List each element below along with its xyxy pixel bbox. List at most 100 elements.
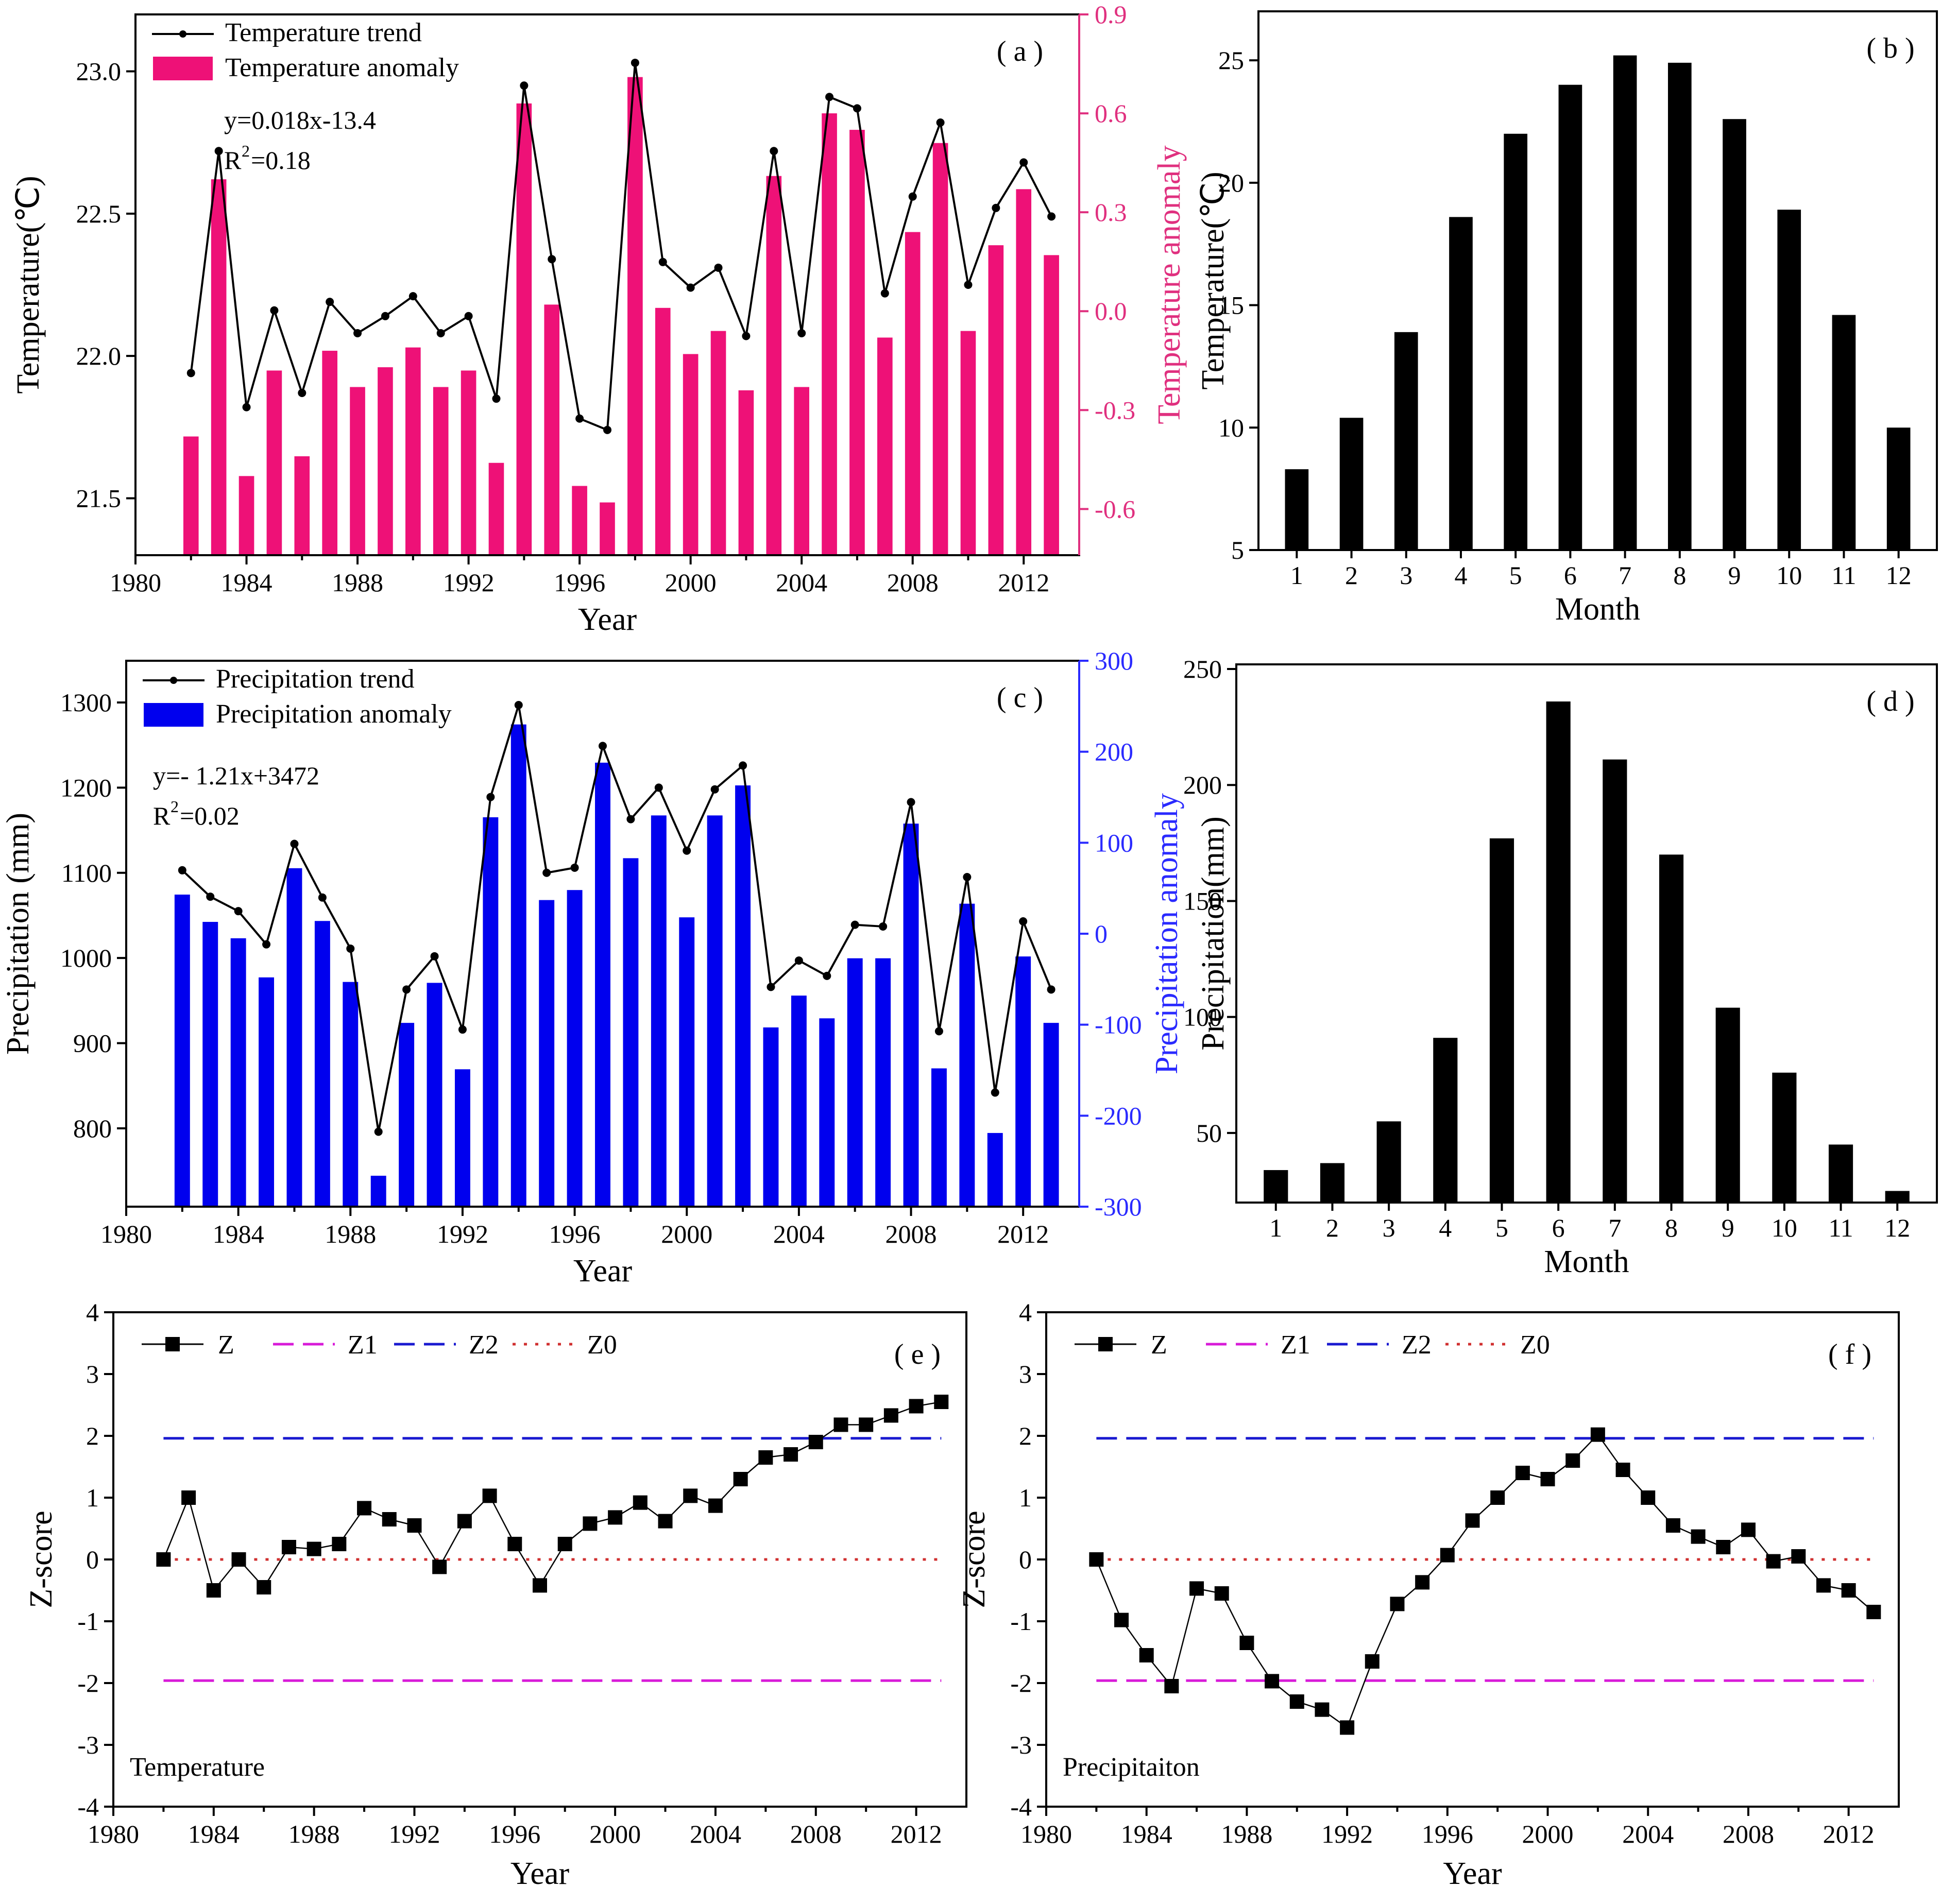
anomaly-bar <box>483 817 499 1207</box>
anomaly-bar <box>314 921 330 1207</box>
trend-point <box>270 306 279 315</box>
month-bar <box>1772 1072 1797 1203</box>
anomaly-bar <box>294 456 310 555</box>
anomaly-bar <box>931 1068 947 1207</box>
x-tick-label: 11 <box>1831 561 1856 590</box>
anomaly-bar <box>567 890 583 1207</box>
y-right-tick-label: 0.0 <box>1095 297 1127 325</box>
trend-point <box>436 329 445 337</box>
z-point <box>1716 1540 1731 1554</box>
y-right-tick-label: -0.6 <box>1095 494 1135 523</box>
z-point <box>784 1447 798 1462</box>
x-tick-label: 1996 <box>489 1820 540 1848</box>
x-tick-label: 2000 <box>661 1220 712 1248</box>
z-point <box>1565 1453 1580 1468</box>
panel-c: 1980 1984 1988 1992 1996 2000 2004 2008 20128009… <box>1 646 1184 1289</box>
z-point <box>1866 1605 1881 1619</box>
trend-point <box>991 1088 999 1097</box>
y-tick-label: -3 <box>1010 1730 1032 1759</box>
panel-e: 1980 1984 1988 1992 1996 2000 2004 2008 2012 -4 -3… <box>24 1298 967 1891</box>
trend-point <box>686 283 695 292</box>
trend-point <box>739 761 747 770</box>
y-tick-label: 0 <box>1019 1545 1032 1574</box>
y-tick-label: -4 <box>1010 1792 1032 1821</box>
z-point <box>1114 1613 1129 1627</box>
z-point <box>1615 1463 1630 1477</box>
z-point <box>1265 1674 1280 1689</box>
trend-point <box>879 922 888 931</box>
z-point <box>482 1488 497 1503</box>
y-tick-label: 1100 <box>61 859 112 887</box>
anomaly-bar <box>679 917 695 1207</box>
x-tick-label: 2004 <box>1622 1820 1674 1848</box>
y-tick-label: 150 <box>1183 886 1222 915</box>
legend-marker-z <box>1098 1337 1113 1351</box>
anomaly-bar <box>987 1133 1003 1207</box>
trend-line <box>190 62 1052 432</box>
anomaly-bar <box>572 486 587 555</box>
x-tick-label: 1984 <box>1121 1820 1172 1848</box>
y-right-axis-label-a: Temperature anomaly <box>1152 145 1187 424</box>
anomaly-bar <box>370 1175 386 1207</box>
z-point <box>1390 1597 1405 1611</box>
y-tick-label: 2 <box>86 1421 99 1450</box>
y-tick-label: 15 <box>1218 291 1244 320</box>
anomaly-bar <box>959 903 975 1207</box>
y-right-tick-label: -0.3 <box>1095 396 1135 424</box>
x-tick-label: 2008 <box>886 1220 937 1248</box>
anomaly-bar <box>988 245 1004 555</box>
anomaly-bar <box>651 815 667 1207</box>
anomaly-bar <box>819 1018 835 1207</box>
z-point <box>1315 1702 1330 1717</box>
z-point <box>1590 1427 1605 1442</box>
r-squared-exponent: 2 <box>171 797 179 816</box>
y-tick-label: -1 <box>77 1607 99 1636</box>
anomaly-bar <box>707 815 723 1207</box>
anomaly-bar <box>510 724 526 1207</box>
x-tick-label: 5 <box>1495 1213 1508 1242</box>
z-point <box>307 1541 321 1556</box>
anomaly-bar <box>791 996 807 1207</box>
x-tick-label: 2012 <box>998 568 1049 597</box>
y-tick-label: 250 <box>1183 655 1222 683</box>
z-point <box>733 1472 748 1486</box>
x-tick-label: 1988 <box>332 568 383 597</box>
anomaly-bar <box>623 858 639 1207</box>
r-squared-label: R <box>153 801 171 830</box>
y-right-tick-label: 100 <box>1095 828 1133 857</box>
month-bar <box>1376 1121 1401 1203</box>
trend-point <box>794 956 803 965</box>
y-tick-label: -1 <box>1010 1607 1032 1636</box>
trend-point <box>767 983 775 991</box>
x-tick-label: 2012 <box>1823 1820 1875 1848</box>
anomaly-bar <box>847 958 863 1207</box>
trend-point <box>631 58 639 67</box>
x-tick-label: 6 <box>1564 561 1577 590</box>
y-right-tick-label: -200 <box>1095 1101 1142 1130</box>
month-bar <box>1828 1144 1853 1203</box>
trend-point <box>575 414 584 423</box>
x-tick-label: 1984 <box>213 1220 264 1248</box>
z-point <box>1089 1552 1104 1567</box>
trend-point <box>599 742 607 750</box>
y-tick-label: 22.0 <box>76 341 122 370</box>
anomaly-bar <box>405 347 421 555</box>
y-tick-label: 23.0 <box>76 57 122 86</box>
month-bar <box>1613 55 1637 551</box>
trend-point <box>290 839 299 848</box>
anomaly-bar <box>544 304 560 555</box>
legend-entry-z: Z <box>1151 1330 1167 1360</box>
z-point <box>357 1501 372 1516</box>
anomaly-bar <box>230 938 246 1207</box>
y-tick-label: 50 <box>1196 1119 1222 1147</box>
z-point <box>934 1395 949 1409</box>
y-axis-label-d: Precipitation(mm) <box>1196 816 1231 1051</box>
trend-point <box>1047 985 1055 994</box>
y-tick-label: 1200 <box>60 773 112 802</box>
x-tick-label: 9 <box>1728 561 1741 590</box>
r-squared-value: =0.18 <box>251 146 311 175</box>
trend-point <box>1019 917 1028 926</box>
anomaly-bar <box>849 130 865 555</box>
month-bar <box>1558 84 1582 551</box>
